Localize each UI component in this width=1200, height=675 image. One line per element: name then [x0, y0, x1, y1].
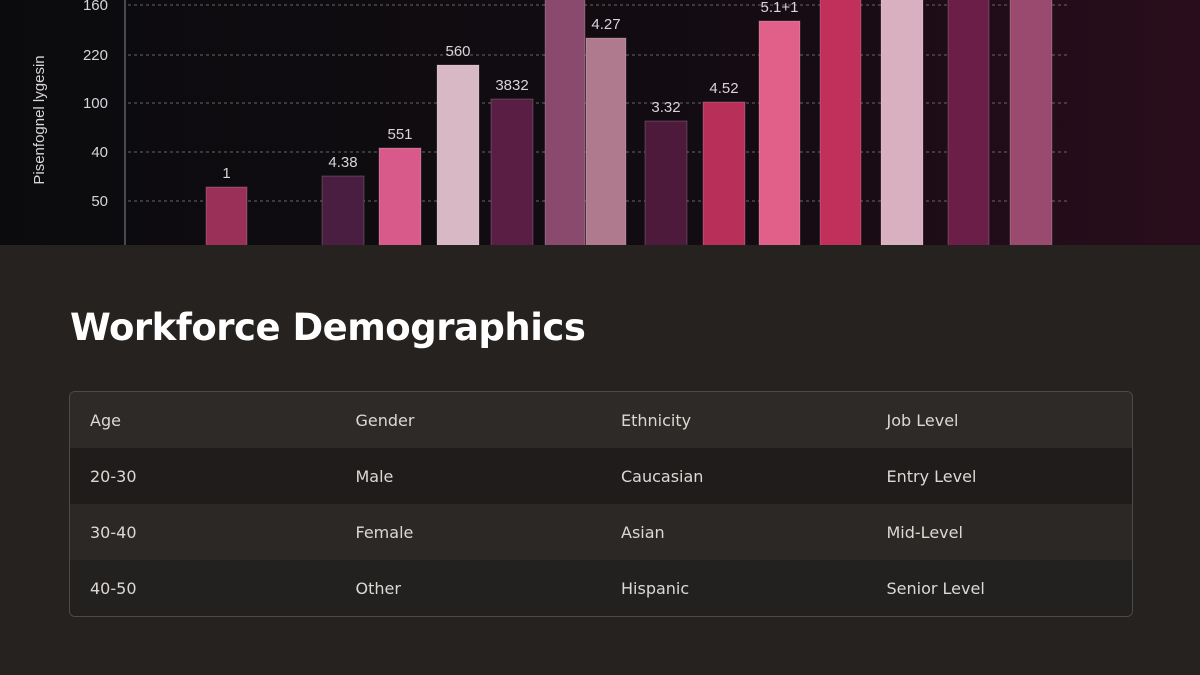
table-cell: 20-30 — [90, 466, 137, 486]
bar-label: 5.1+1 — [761, 0, 799, 16]
bar-label: 4.52 — [709, 80, 738, 97]
bar-label: 551 — [387, 126, 412, 143]
bar — [947, 0, 990, 245]
bar — [544, 0, 586, 245]
y-tick-label: 50 — [91, 193, 108, 210]
bar — [490, 98, 534, 245]
y-tick-label: 220 — [83, 47, 108, 64]
bar-label: 3.32 — [651, 99, 680, 116]
table-cell: Job Level — [886, 410, 959, 430]
table-cell: Age — [90, 410, 121, 430]
table-cell: Hispanic — [621, 578, 690, 598]
bar — [378, 147, 422, 245]
y-axis-label: Pisenfognel lygesin — [31, 55, 48, 184]
table-cell: Ethnicity — [621, 410, 692, 430]
y-tick-label: 160 — [83, 0, 108, 14]
table-cell: Other — [355, 578, 401, 598]
bar — [585, 37, 627, 245]
table-cell: Mid-Level — [886, 522, 963, 542]
table-cell: Asian — [621, 522, 665, 542]
bar — [702, 101, 746, 245]
table-cell: Caucasian — [621, 466, 704, 486]
bar-label: 3832 — [495, 77, 528, 94]
bar — [758, 20, 801, 245]
title: Workforce Demographics — [70, 306, 586, 349]
table-cell: Entry Level — [886, 466, 977, 486]
table-cell: 30-40 — [90, 522, 137, 542]
table-cell: Gender — [355, 410, 415, 430]
bar — [644, 120, 688, 245]
bar — [819, 0, 862, 245]
table-cell: 40-50 — [90, 578, 137, 598]
bar — [436, 64, 480, 245]
bar-label: 560 — [445, 43, 470, 60]
table-row: 20-30 Male Caucasian Entry Level — [70, 448, 1132, 504]
bar-label: 4.38 — [328, 154, 357, 171]
y-tick-label: 100 — [83, 95, 108, 112]
bar — [205, 186, 248, 245]
table-row: 30-40 Female Asian Mid-Level — [70, 504, 1132, 560]
bar — [1009, 0, 1053, 245]
bar — [880, 0, 924, 245]
table-cell: Senior Level — [886, 578, 985, 598]
table-row: 40-50 Other Hispanic Senior Level — [70, 560, 1132, 616]
hero-chart-image: Pisenfognel lygesin 160 220 100 40 50 1 4.38 55… — [0, 0, 1200, 245]
table-cell: Female — [355, 522, 414, 542]
bar-label: 1 — [222, 165, 230, 182]
table-row: Age Gender Ethnicity Job Level — [70, 392, 1132, 448]
table-cell: Male — [355, 466, 394, 486]
y-tick-label: 40 — [91, 144, 108, 161]
bar-label: 4.27 — [591, 16, 620, 33]
table: Age Gender Ethnicity Job Level 20-30 Male Cauc… — [69, 391, 1133, 617]
bar — [321, 175, 365, 245]
